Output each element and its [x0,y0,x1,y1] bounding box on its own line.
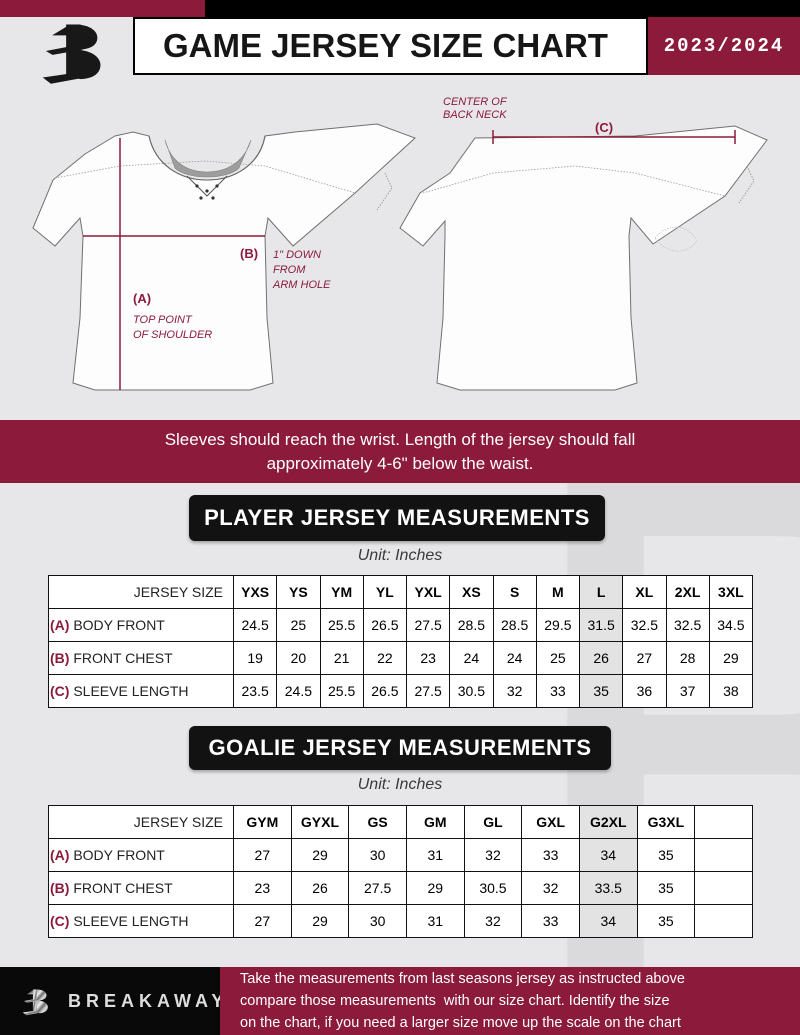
svg-text:CENTER OF: CENTER OF [443,96,508,108]
svg-text:ARM HOLE: ARM HOLE [272,279,331,291]
svg-text:(C): (C) [595,120,613,135]
svg-text:(B): (B) [240,246,258,261]
svg-text:TOP POINT: TOP POINT [133,314,193,326]
svg-text:(A): (A) [133,291,151,306]
svg-text:OF SHOULDER: OF SHOULDER [133,329,212,341]
svg-text:BACK NECK: BACK NECK [443,109,507,121]
svg-text:FROM: FROM [273,264,306,276]
svg-text:1" DOWN: 1" DOWN [273,249,321,261]
